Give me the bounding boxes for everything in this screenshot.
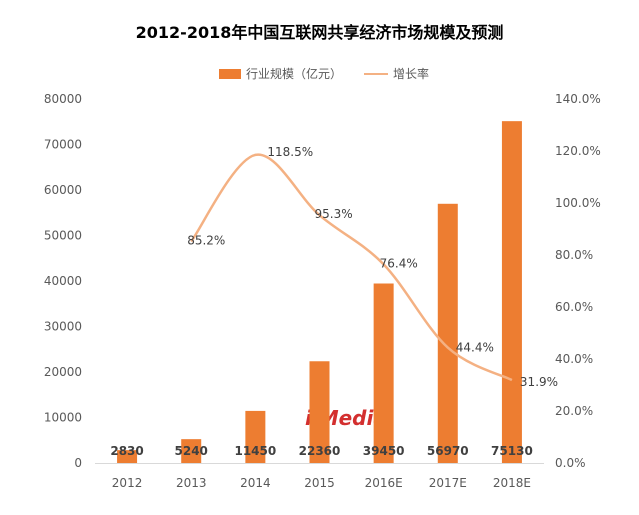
y-left-tick-label: 30000 bbox=[44, 320, 82, 334]
bar bbox=[117, 450, 138, 463]
y-left-tick-label: 70000 bbox=[44, 138, 82, 152]
y-axis-left: 0 10000 20000 30000 40000 50000 60000 70000 8000… bbox=[44, 92, 82, 470]
line-data-label: 76.4% bbox=[380, 256, 418, 270]
x-tick-label: 2013 bbox=[176, 476, 207, 490]
legend: 行业规模（亿元） 增长率 bbox=[219, 66, 429, 81]
bar-data-label: 56970 bbox=[427, 444, 469, 458]
bar-data-label: 11450 bbox=[234, 444, 276, 458]
bar-data-label: 75130 bbox=[491, 444, 533, 458]
y-left-tick-label: 10000 bbox=[44, 411, 82, 425]
bar-data-label: 39450 bbox=[363, 444, 405, 458]
bar bbox=[309, 361, 330, 463]
bar-data-labels: 2830 5240 11450 22360 39450 56970 75130 bbox=[110, 444, 532, 458]
y-right-tick-label: 0.0% bbox=[555, 456, 586, 470]
x-tick-label: 2016E bbox=[365, 476, 403, 490]
x-tick-label: 2017E bbox=[429, 476, 467, 490]
legend-bar-swatch bbox=[219, 69, 241, 79]
growth-line-series bbox=[190, 153, 513, 382]
y-right-tick-label: 60.0% bbox=[555, 300, 593, 314]
y-right-tick-label: 120.0% bbox=[555, 144, 601, 158]
bar bbox=[245, 410, 266, 463]
y-right-tick-label: 40.0% bbox=[555, 352, 593, 366]
y-right-tick-label: 140.0% bbox=[555, 92, 601, 106]
y-left-tick-label: 80000 bbox=[44, 92, 82, 106]
y-left-tick-label: 40000 bbox=[44, 274, 82, 288]
x-tick-label: 2018E bbox=[493, 476, 531, 490]
y-left-tick-label: 20000 bbox=[44, 365, 82, 379]
y-right-tick-label: 100.0% bbox=[555, 196, 601, 210]
legend-bar-label: 行业规模（亿元） bbox=[246, 66, 342, 81]
line-data-labels: 85.2% 118.5% 95.3% 76.4% 44.4% 31.9% bbox=[187, 145, 558, 389]
y-left-tick-label: 50000 bbox=[44, 229, 82, 243]
line-data-label: 31.9% bbox=[520, 375, 558, 389]
y-left-tick-label: 60000 bbox=[44, 183, 82, 197]
bar-data-label: 5240 bbox=[175, 444, 208, 458]
legend-line-label: 增长率 bbox=[393, 66, 429, 81]
x-tick-label: 2014 bbox=[240, 476, 271, 490]
bar bbox=[437, 203, 458, 463]
bar-data-label: 22360 bbox=[299, 444, 341, 458]
bar-series bbox=[117, 121, 522, 463]
growth-line bbox=[190, 153, 513, 382]
y-left-tick-label: 0 bbox=[74, 456, 82, 470]
y-right-tick-label: 20.0% bbox=[555, 404, 593, 418]
line-data-label: 85.2% bbox=[187, 233, 225, 247]
line-data-label: 95.3% bbox=[315, 207, 353, 221]
x-tick-label: 2012 bbox=[112, 476, 143, 490]
bar-data-label: 2830 bbox=[110, 444, 143, 458]
bar bbox=[501, 121, 522, 463]
line-data-label: 44.4% bbox=[456, 341, 494, 355]
y-axis-right: 0.0% 20.0% 40.0% 60.0% 80.0% 100.0% 120.0% 140.… bbox=[555, 92, 601, 470]
x-axis-ticks: 2012 2013 2014 2015 2016E 2017E 2018E bbox=[112, 476, 531, 490]
x-tick-label: 2015 bbox=[304, 476, 335, 490]
line-data-label: 118.5% bbox=[267, 145, 313, 159]
y-right-tick-label: 80.0% bbox=[555, 248, 593, 262]
bar bbox=[373, 283, 394, 463]
bar bbox=[181, 439, 202, 463]
chart-title: 2012-2018年中国互联网共享经济市场规模及预测 bbox=[136, 23, 504, 42]
